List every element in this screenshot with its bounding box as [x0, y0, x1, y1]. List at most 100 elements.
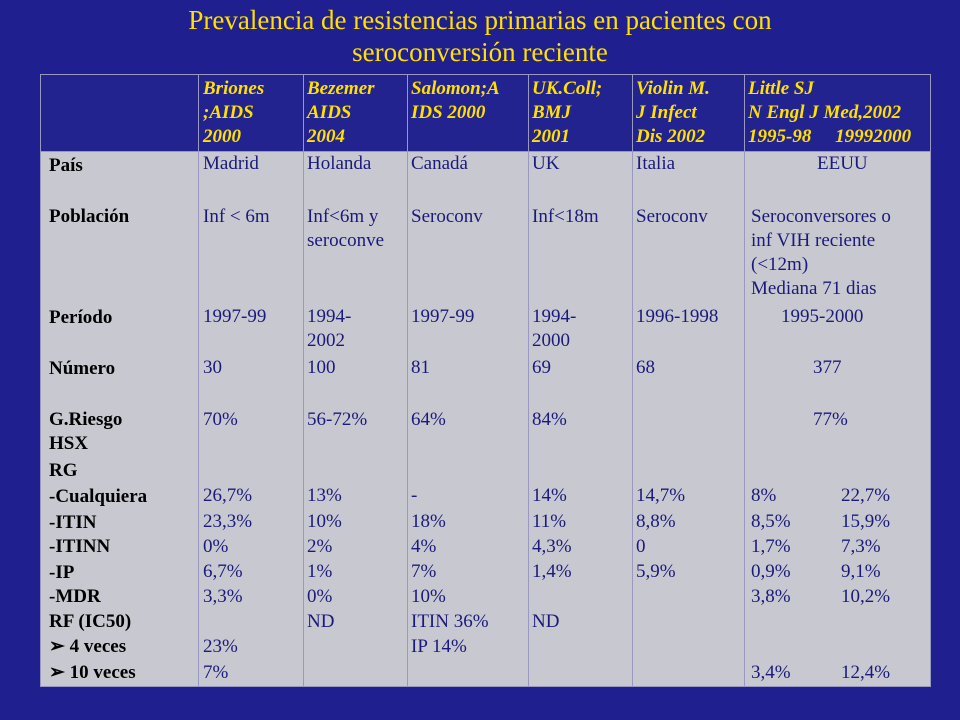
cell: 1,4% [532, 561, 572, 582]
title-line-2: seroconversión reciente [352, 37, 608, 67]
header-bezemer: Bezemer AIDS 2004 [307, 78, 375, 147]
cell: 69 [532, 357, 551, 378]
col-divider [744, 75, 745, 686]
row-label-ip: -IP [49, 562, 75, 583]
cell: 8% [751, 485, 777, 506]
cell: 14,7% [636, 485, 686, 506]
cell: IP 14% [411, 636, 467, 657]
cell: 8,5% [751, 511, 791, 532]
col-divider [303, 75, 304, 686]
cell: Inf<18m [532, 206, 599, 227]
header-briones: Briones ;AIDS 2000 [203, 78, 265, 147]
cell: Inf<6m y seroconve [307, 206, 385, 251]
arrow-bullet-icon: ➢ [49, 662, 65, 683]
cell: 377 [813, 357, 842, 378]
cell: 81 [411, 357, 430, 378]
cell: 13% [307, 485, 342, 506]
cell: 22,7% [841, 485, 891, 506]
cell: Seroconv [411, 206, 483, 227]
cell: 23,3% [203, 511, 253, 532]
header-divider [41, 151, 930, 152]
cell: 10% [411, 586, 446, 607]
row-label-4-veces: ➢ 4 veces [49, 636, 127, 657]
cell: 2% [307, 536, 333, 557]
cell: Madrid [203, 153, 259, 174]
table-header-row [41, 75, 930, 151]
cell: 1994- 2000 [532, 306, 577, 351]
cell: ND [532, 611, 560, 632]
cell: 8,8% [636, 511, 676, 532]
cell: 11% [532, 511, 567, 532]
cell: 9,1% [841, 561, 881, 582]
arrow-bullet-icon: ➢ [49, 636, 65, 657]
cell: 1% [307, 561, 333, 582]
cell: 5,9% [636, 561, 676, 582]
cell: 7,3% [841, 536, 881, 557]
cell: 0 [636, 536, 646, 557]
cell: 3,4% [751, 662, 791, 683]
table-body [41, 151, 930, 686]
cell: 0,9% [751, 561, 791, 582]
cell: 68 [636, 357, 655, 378]
cell: UK [532, 153, 560, 174]
cell: 1997-99 [203, 306, 267, 327]
cell: Canadá [411, 153, 468, 174]
header-salomon: Salomon;A IDS 2000 [411, 78, 500, 123]
cell: 4,3% [532, 536, 572, 557]
cell: 3,3% [203, 586, 243, 607]
cell: Inf < 6m [203, 206, 270, 227]
col-divider [198, 75, 199, 686]
cell: 23% [203, 636, 238, 657]
row-label-periodo: Período [49, 307, 113, 328]
cell: 7% [411, 561, 437, 582]
cell: 1997-99 [411, 306, 475, 327]
cell: - [411, 485, 418, 506]
row-label-pais: País [49, 155, 83, 176]
cell: 1995-2000 [781, 306, 864, 327]
row-label-cualquiera: -Cualquiera [49, 486, 148, 507]
header-little: Little SJ N Engl J Med,2002 1995-98 199920… [748, 78, 912, 147]
cell: 77% [813, 409, 848, 430]
col-divider [632, 75, 633, 686]
cell: ND [307, 611, 335, 632]
cell: Seroconversores o inf VIH reciente (<12m) M… [751, 206, 891, 299]
cell: Seroconv [636, 206, 708, 227]
row-label-numero: Número [49, 358, 116, 379]
cell: 10,2% [841, 586, 891, 607]
header-violin: Violin M. J Infect Dis 2002 [636, 78, 710, 147]
cell: 7% [203, 662, 229, 683]
cell: 18% [411, 511, 446, 532]
row-label-10-veces: ➢ 10 veces [49, 662, 136, 683]
cell: 0% [307, 586, 333, 607]
resistance-table: Briones ;AIDS 2000 Bezemer AIDS 2004 Salomon… [40, 74, 931, 687]
cell: 3,8% [751, 586, 791, 607]
cell: 70% [203, 409, 238, 430]
row-label-itinn: -ITINN [49, 536, 111, 557]
cell: 0% [203, 536, 229, 557]
cell: 84% [532, 409, 567, 430]
title-line-1: Prevalencia de resistencias primarias en… [188, 5, 772, 35]
cell: Italia [636, 153, 676, 174]
cell: EEUU [817, 153, 868, 174]
col-divider [407, 75, 408, 686]
cell: 4% [411, 536, 437, 557]
cell: ITIN 36% [411, 611, 489, 632]
row-label-itin: -ITIN [49, 512, 97, 533]
cell: 6,7% [203, 561, 243, 582]
slide-title: Prevalencia de resistencias primarias en… [0, 4, 960, 68]
row-label-rf: RF (IC50) [49, 611, 132, 632]
cell: 14% [532, 485, 567, 506]
cell: 1996-1998 [636, 306, 719, 327]
cell: 64% [411, 409, 446, 430]
cell: 15,9% [841, 511, 891, 532]
row-label-poblacion: Población [49, 206, 130, 227]
row-label-rg: RG [49, 460, 78, 481]
cell: Holanda [307, 153, 372, 174]
row-label-hsx: HSX [49, 433, 89, 454]
cell: 1994- 2002 [307, 306, 352, 351]
cell: 30 [203, 357, 222, 378]
row-label-mdr: -MDR [49, 586, 101, 607]
cell: 12,4% [841, 662, 891, 683]
col-divider [528, 75, 529, 686]
cell: 100 [307, 357, 336, 378]
